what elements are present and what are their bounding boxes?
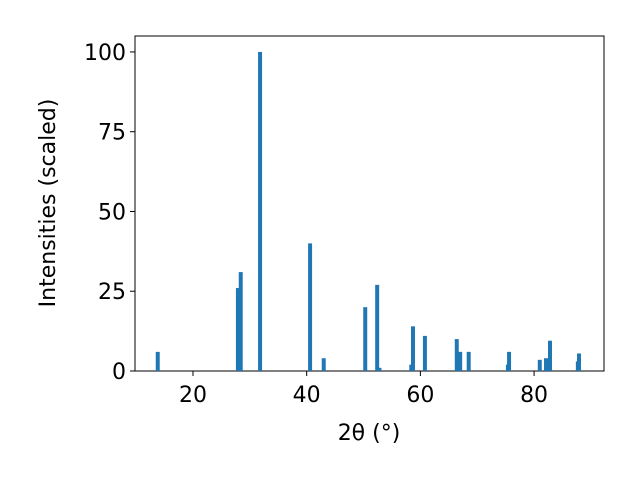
x-tick-label: 20	[179, 383, 207, 408]
bar	[377, 367, 382, 371]
bar	[410, 326, 415, 371]
bar	[466, 351, 471, 371]
y-axis-label: Intensities (scaled)	[36, 99, 61, 308]
bar	[548, 340, 552, 371]
y-tick-label: 75	[98, 121, 126, 146]
bar	[576, 353, 581, 371]
bar	[363, 307, 368, 371]
x-tick-label: 40	[293, 383, 321, 408]
bar	[375, 284, 380, 371]
y-tick-label: 0	[112, 360, 126, 385]
bar	[238, 272, 243, 371]
bar	[422, 335, 427, 371]
y-tick-label: 50	[98, 200, 126, 225]
bar	[321, 358, 326, 371]
bar	[308, 243, 313, 371]
bar	[544, 358, 549, 371]
bar	[537, 359, 542, 371]
plot-frame	[134, 35, 605, 372]
x-tick-label: 80	[520, 383, 548, 408]
bar	[507, 351, 512, 371]
bar	[458, 351, 463, 371]
bar	[155, 351, 160, 371]
bar	[258, 51, 263, 371]
bar	[235, 288, 240, 371]
y-tick-label: 25	[98, 280, 126, 305]
bar	[454, 339, 459, 371]
x-tick-label: 60	[406, 383, 434, 408]
y-tick-label: 100	[84, 41, 126, 66]
x-axis-label: 2θ (°)	[338, 421, 401, 446]
